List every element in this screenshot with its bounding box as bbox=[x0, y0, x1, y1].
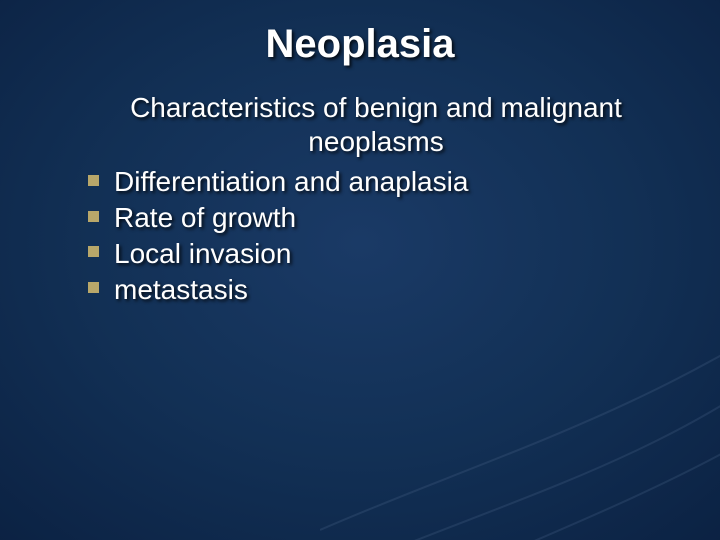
bullet-square-icon bbox=[88, 211, 99, 222]
bullet-square-icon bbox=[88, 175, 99, 186]
list-item: metastasis bbox=[88, 272, 664, 308]
bullet-square-icon bbox=[88, 246, 99, 257]
list-item: Differentiation and anaplasia bbox=[88, 164, 664, 200]
slide: Neoplasia Characteristics of benign and … bbox=[0, 0, 720, 540]
list-item: Local invasion bbox=[88, 236, 664, 272]
bullet-square-icon bbox=[88, 282, 99, 293]
slide-title: Neoplasia bbox=[0, 0, 720, 67]
bullet-text: Local invasion bbox=[114, 238, 291, 269]
bullet-list: Differentiation and anaplasia Rate of gr… bbox=[88, 164, 664, 307]
list-item: Rate of growth bbox=[88, 200, 664, 236]
bullet-text: Differentiation and anaplasia bbox=[114, 166, 468, 197]
bullet-text: Rate of growth bbox=[114, 202, 296, 233]
subheader-line1: Characteristics of benign and malignant bbox=[130, 92, 622, 123]
bullet-text: metastasis bbox=[114, 274, 248, 305]
slide-subheader: Characteristics of benign and malignant … bbox=[88, 91, 664, 158]
slide-body: Characteristics of benign and malignant … bbox=[0, 67, 720, 308]
subheader-line2: neoplasms bbox=[308, 126, 443, 157]
